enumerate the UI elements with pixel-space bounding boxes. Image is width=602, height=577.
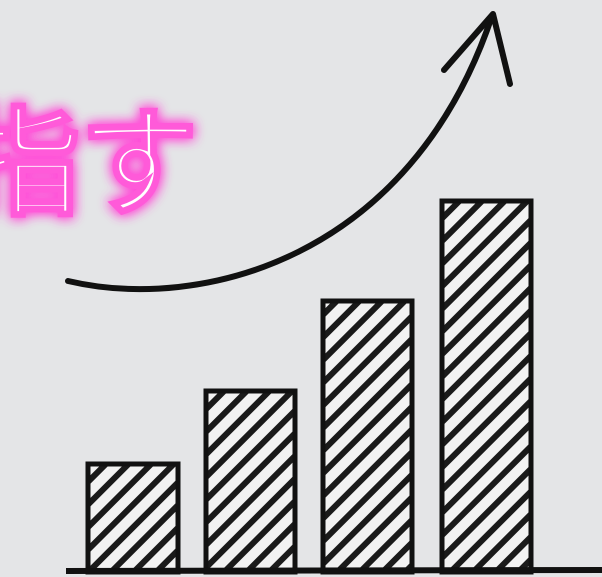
bars bbox=[85, 198, 534, 575]
bar bbox=[320, 298, 415, 575]
caption: 指す bbox=[0, 95, 198, 233]
bar bbox=[203, 388, 298, 575]
arrow-head bbox=[441, 11, 513, 87]
trend-arrow bbox=[65, 13, 495, 293]
baseline bbox=[65, 567, 602, 574]
bar bbox=[85, 461, 181, 575]
bar bbox=[439, 198, 534, 575]
